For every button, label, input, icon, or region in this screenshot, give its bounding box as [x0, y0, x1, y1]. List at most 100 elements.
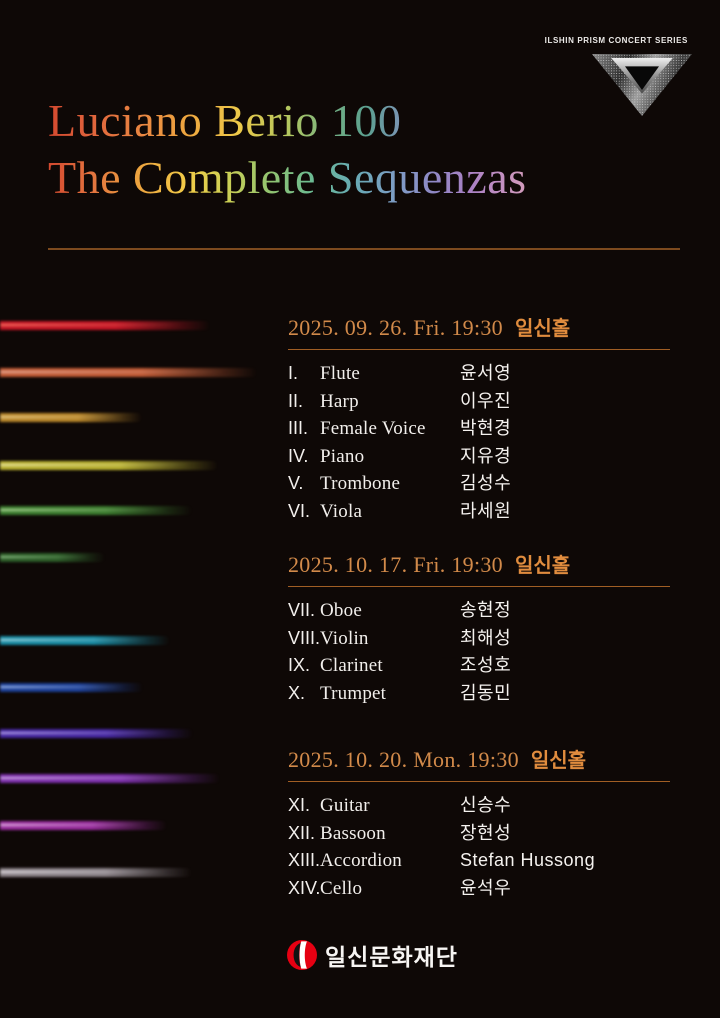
- program-row: IV. Piano 지유경: [288, 443, 670, 471]
- concert-venue: 일신홀: [530, 750, 587, 772]
- program-row: II. Harp 이우진: [288, 388, 670, 416]
- ilshin-foundation-logo-icon: [287, 940, 317, 970]
- concert-venue: 일신홀: [515, 555, 571, 577]
- program-performer: 박현경: [460, 418, 512, 439]
- program-row: V. Trombone 김성수: [288, 470, 670, 498]
- program-row: VI. Viola 라세원: [288, 498, 670, 526]
- program-list: VII. Oboe 송현정 VIII. Violin 최해성 IX. Clari…: [288, 597, 670, 707]
- program-numeral: XIII.: [288, 850, 321, 871]
- concert-date: 2025. 10. 17. Fri. 19:30: [288, 552, 503, 577]
- program-performer: 장현성: [460, 822, 512, 843]
- program-row: VIII. Violin 최해성: [288, 625, 670, 653]
- program-numeral: VII.: [288, 600, 316, 620]
- program-row: I. Flute 윤서영: [288, 360, 670, 388]
- laser-streak-core: [0, 464, 192, 466]
- laser-streak-core: [0, 777, 194, 779]
- concert-venue: 일신홀: [515, 318, 571, 340]
- footer-org-name: 일신문화재단: [325, 944, 458, 970]
- program-performer: 지유경: [460, 445, 512, 466]
- program-instrument: Accordion: [320, 850, 402, 872]
- program-instrument: Bassoon: [320, 822, 386, 844]
- laser-streak-darkgreen: [0, 553, 105, 562]
- concert-section: 2025. 09. 26. Fri. 19:30 일신홀 I. Flute 윤서영…: [288, 312, 670, 526]
- program-performer: 윤석우: [460, 877, 512, 898]
- laser-streak-indigo: [0, 729, 193, 738]
- program-row: XIV. Cello 윤석우: [288, 875, 670, 903]
- program-row: X. Trumpet 김동민: [288, 680, 670, 708]
- laser-streak-magenta: [0, 821, 167, 830]
- program-numeral: V.: [288, 473, 304, 494]
- program-performer: 김동민: [460, 682, 512, 703]
- concert-header: 2025. 09. 26. Fri. 19:30 일신홀: [288, 312, 670, 350]
- laser-streak-core: [0, 732, 170, 734]
- concert-date: 2025. 10. 20. Mon. 19:30: [288, 747, 519, 772]
- poster-title: Luciano Berio 100 The Complete Sequenzas: [48, 92, 527, 206]
- program-instrument: Oboe: [320, 600, 362, 621]
- program-numeral: X.: [288, 682, 306, 703]
- concert-header: 2025. 10. 20. Mon. 19:30 일신홀: [288, 744, 670, 782]
- laser-streak-orange: [0, 368, 257, 377]
- series-label: ILSHIN PRISM CONCERT SERIES: [544, 36, 688, 45]
- program-performer: 송현정: [460, 600, 512, 620]
- program-row: IX. Clarinet 조성호: [288, 652, 670, 680]
- laser-streak-gray: [0, 868, 192, 877]
- program-list: XI. Guitar 신승수 XII. Bassoon 장현성 XIII. Ac…: [288, 792, 670, 902]
- program-instrument: Harp: [320, 390, 359, 412]
- program-instrument: Trombone: [320, 473, 401, 495]
- concert-date: 2025. 09. 26. Fri. 19:30: [288, 315, 503, 340]
- program-list: I. Flute 윤서영 II. Harp 이우진 III. Female Vo…: [288, 360, 670, 526]
- program-instrument: Guitar: [320, 795, 370, 816]
- concert-header: 2025. 10. 17. Fri. 19:30 일신홀: [288, 549, 670, 587]
- laser-streak-yellow: [0, 461, 218, 470]
- program-numeral: IX.: [288, 655, 311, 676]
- laser-streak-core: [0, 686, 126, 688]
- program-row: XI. Guitar 신승수: [288, 792, 670, 820]
- program-row: XIII. Accordion Stefan Hussong: [288, 847, 670, 875]
- program-instrument: Cello: [320, 877, 363, 899]
- program-instrument: Female Voice: [320, 418, 426, 440]
- program-row: III. Female Voice 박현경: [288, 415, 670, 443]
- program-row: XII. Bassoon 장현성: [288, 820, 670, 848]
- title-divider: [48, 248, 680, 250]
- laser-streak-core: [0, 416, 125, 418]
- laser-streak-red: [0, 321, 210, 330]
- title-line-2: The Complete Sequenzas: [48, 149, 527, 206]
- program-numeral: VI.: [288, 500, 311, 521]
- program-instrument: Clarinet: [320, 655, 383, 677]
- program-numeral: VIII.: [288, 627, 321, 648]
- laser-streak-core: [0, 324, 185, 326]
- title-line-1: Luciano Berio 100: [48, 92, 401, 149]
- laser-streak-purple: [0, 774, 220, 783]
- laser-streak-core: [0, 509, 169, 511]
- program-instrument: Flute: [320, 363, 361, 384]
- laser-streak-amber: [0, 413, 142, 422]
- program-instrument: Piano: [320, 445, 365, 467]
- program-numeral: III.: [288, 418, 309, 439]
- prism-triangle-icon: [592, 54, 692, 116]
- program-numeral: I.: [288, 363, 299, 383]
- concert-section: 2025. 10. 20. Mon. 19:30 일신홀 XI. Guitar 신…: [288, 744, 670, 902]
- program-performer: 신승수: [460, 795, 512, 815]
- footer: 일신문화재단: [287, 938, 458, 972]
- program-instrument: Violin: [320, 627, 369, 649]
- program-performer: 이우진: [460, 390, 512, 411]
- program-numeral: II.: [288, 390, 304, 411]
- laser-streak-core: [0, 371, 227, 373]
- program-instrument: Trumpet: [320, 682, 387, 704]
- concert-section: 2025. 10. 17. Fri. 19:30 일신홀 VII. Oboe 송현…: [288, 549, 670, 707]
- program-performer: 라세원: [460, 500, 512, 521]
- program-performer: 조성호: [460, 655, 512, 676]
- program-performer: Stefan Hussong: [460, 850, 596, 871]
- program-numeral: XII.: [288, 822, 316, 843]
- program-row: VII. Oboe 송현정: [288, 597, 670, 625]
- program-performer: 김성수: [460, 473, 512, 494]
- laser-streak-teal: [0, 636, 170, 645]
- program-numeral: IV.: [288, 445, 309, 466]
- program-numeral: XIV.: [288, 877, 321, 898]
- program-performer: 윤서영: [460, 363, 512, 383]
- laser-streak-core: [0, 639, 150, 641]
- laser-streak-core: [0, 824, 147, 826]
- program-instrument: Viola: [320, 500, 363, 522]
- laser-streak-core: [0, 871, 169, 873]
